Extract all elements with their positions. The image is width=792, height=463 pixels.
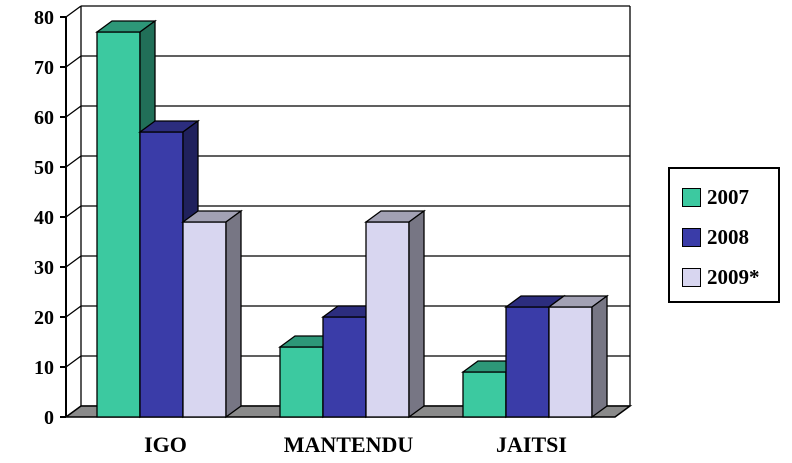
y-axis bbox=[60, 16, 67, 418]
legend: 2007 2008 2009* bbox=[668, 167, 780, 303]
bar-front bbox=[182, 221, 227, 418]
side-wall-gridline bbox=[65, 255, 82, 268]
y-tick-label: 60 bbox=[34, 107, 54, 129]
y-tick-label: 20 bbox=[34, 307, 54, 329]
y-tick-label: 70 bbox=[34, 57, 54, 79]
bar-front bbox=[96, 31, 141, 418]
legend-label-2009: 2009* bbox=[707, 264, 760, 289]
bar-igo-2009 bbox=[181, 209, 243, 419]
legend-swatch-2009 bbox=[682, 267, 701, 287]
legend-item-2008: 2008 bbox=[682, 223, 749, 251]
bar-side bbox=[408, 209, 425, 419]
legend-swatch-2008 bbox=[682, 227, 701, 247]
bar-mantendu-2009 bbox=[364, 209, 426, 419]
legend-item-2009: 2009* bbox=[682, 263, 760, 291]
bar-front bbox=[322, 316, 367, 418]
legend-label-2007: 2007 bbox=[707, 184, 749, 209]
y-tick-label: 0 bbox=[44, 407, 54, 429]
legend-swatch-2007 bbox=[682, 187, 701, 207]
legend-item-2007: 2007 bbox=[682, 183, 749, 211]
legend-label-2008: 2008 bbox=[707, 224, 749, 249]
y-tick-label: 80 bbox=[34, 7, 54, 29]
bar-front bbox=[279, 346, 324, 418]
side-wall-gridline bbox=[65, 305, 82, 318]
y-tick-label: 40 bbox=[34, 207, 54, 229]
side-wall-gridline bbox=[65, 355, 82, 368]
side-wall-gridline bbox=[65, 155, 82, 168]
bar-front bbox=[505, 306, 550, 418]
side-wall-gridline bbox=[65, 205, 82, 218]
y-tick-label: 50 bbox=[34, 157, 54, 179]
bar-front bbox=[365, 221, 410, 418]
y-tick-label: 30 bbox=[34, 257, 54, 279]
y-tick-label: 10 bbox=[34, 357, 54, 379]
x-category-label-jaitsi: JAITSI bbox=[496, 432, 567, 457]
x-category-label-mantendu: MANTENDU bbox=[284, 432, 414, 457]
bar-front bbox=[548, 306, 593, 418]
x-category-label-igo: IGO bbox=[144, 432, 187, 457]
bar-side bbox=[225, 209, 242, 419]
bars bbox=[95, 19, 609, 419]
x-category-labels: IGO MANTENDU JAITSI bbox=[144, 432, 567, 457]
side-wall-gridline bbox=[65, 5, 82, 18]
bar-jaitsi-2009 bbox=[547, 294, 609, 419]
side-wall-gridline bbox=[65, 105, 82, 118]
bar-side bbox=[591, 294, 608, 419]
bar-front bbox=[462, 371, 507, 418]
side-wall-gridline bbox=[65, 55, 82, 68]
y-tick-labels: 0 10 20 30 40 50 60 70 80 bbox=[34, 7, 54, 429]
bar-front bbox=[139, 131, 184, 418]
